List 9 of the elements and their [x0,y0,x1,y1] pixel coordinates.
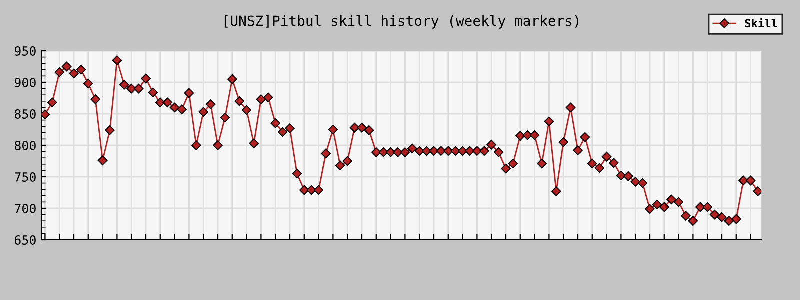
y-tick-label: 950 [14,46,36,56]
y-tick-label: 900 [14,78,36,88]
y-tick-label: 700 [15,204,36,214]
legend-label: Skill [745,18,778,28]
y-tick-label: 850 [14,110,36,119]
y-tick-label: 800 [14,141,36,150]
chart-title: [UNSZ]Pitbul skill history (weekly markers) [224,15,578,29]
y-tick-label: 650 [14,236,36,245]
y-tick-label: 750 [15,172,36,182]
